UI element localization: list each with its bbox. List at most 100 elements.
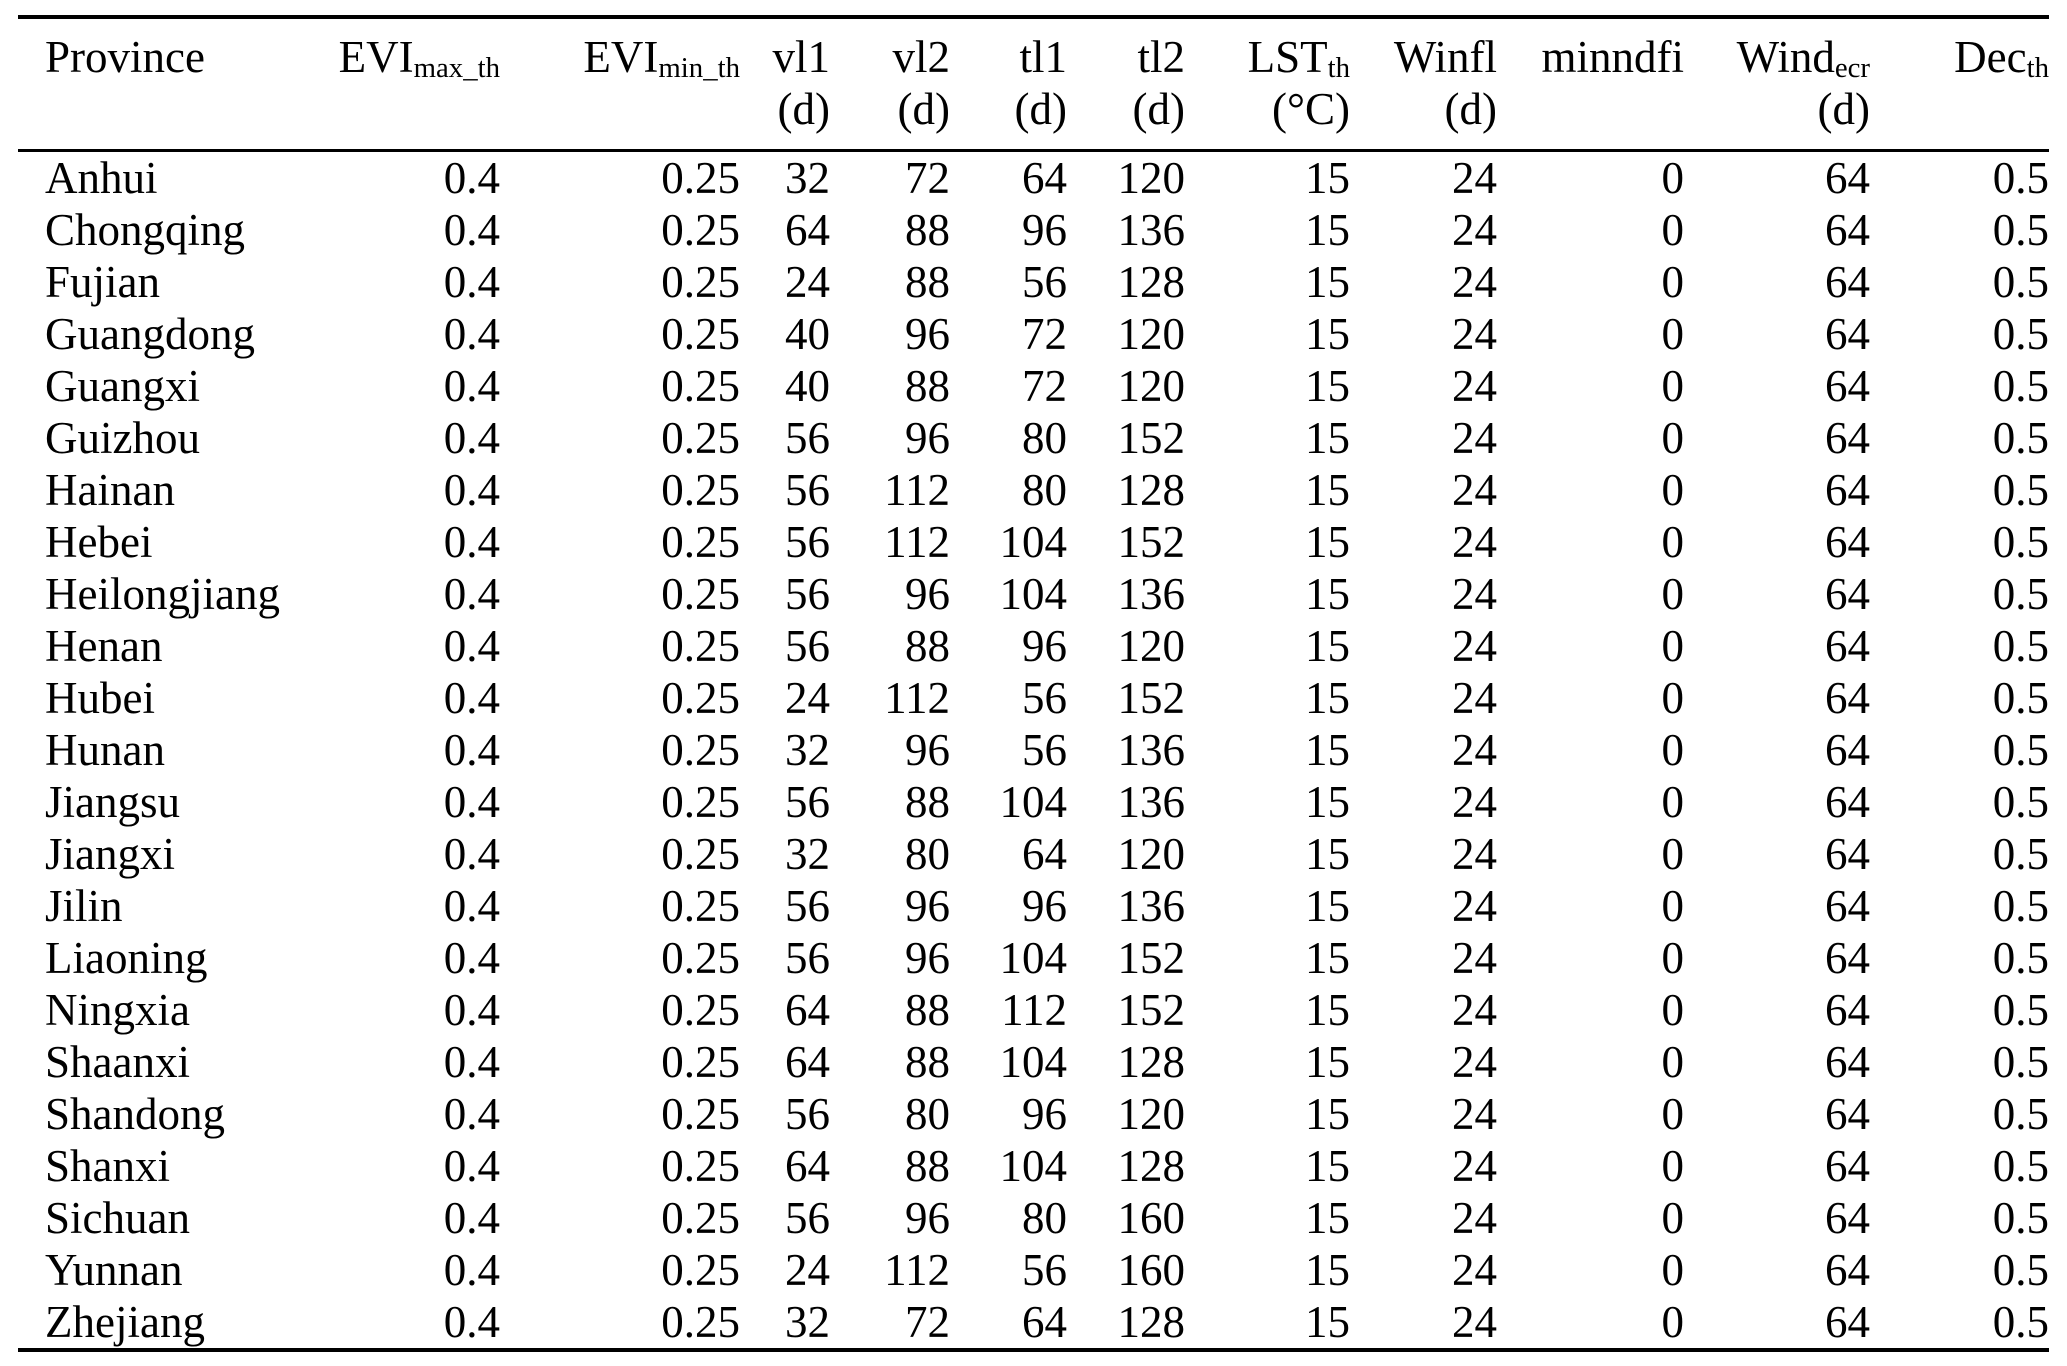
value-cell: 152 <box>1117 517 1186 567</box>
value-cell: 40 <box>785 309 830 359</box>
value-cell: 15 <box>1305 361 1350 411</box>
value-cell: 88 <box>905 985 950 1035</box>
value-cell: 0.25 <box>661 1141 740 1191</box>
value-cell: 0.4 <box>443 1193 500 1243</box>
value-cell: 24 <box>1452 257 1497 307</box>
value-cell: 0.5 <box>1992 1141 2049 1191</box>
value-cell: 0.25 <box>661 829 740 879</box>
value-cell: 24 <box>1452 725 1497 775</box>
value-cell: 0.25 <box>661 1297 740 1347</box>
column-header-label: Province <box>45 32 205 82</box>
value-cell: 88 <box>905 205 950 255</box>
table-row: Jiangsu 0.4 0.25 56 88 104 136 15 24 0 64 0.5 <box>18 776 2049 828</box>
value-cell: 0.25 <box>661 725 740 775</box>
column-header-evi-min-th: EVImin_th <box>500 17 740 151</box>
value-cell: 160 <box>1117 1193 1186 1243</box>
province-cell: Shaanxi <box>45 1037 190 1087</box>
value-cell: 24 <box>1452 621 1497 671</box>
value-cell: 56 <box>785 465 830 515</box>
value-cell: 15 <box>1305 1193 1350 1243</box>
value-cell: 0.4 <box>443 621 500 671</box>
column-header-subscript: min_th <box>658 52 740 85</box>
value-cell: 0 <box>1661 1245 1685 1295</box>
value-cell: 0.25 <box>661 1089 740 1139</box>
value-cell: 0.25 <box>661 465 740 515</box>
value-cell: 15 <box>1305 985 1350 1035</box>
value-cell: 0.4 <box>443 1245 500 1295</box>
value-cell: 0.25 <box>661 569 740 619</box>
value-cell: 64 <box>1825 985 1870 1035</box>
value-cell: 0.4 <box>443 933 500 983</box>
value-cell: 0.5 <box>1992 413 2049 463</box>
value-cell: 64 <box>1825 621 1870 671</box>
value-cell: 24 <box>1452 673 1497 723</box>
value-cell: 15 <box>1305 777 1350 827</box>
value-cell: 104 <box>999 933 1068 983</box>
value-cell: 112 <box>884 465 950 515</box>
table-row: Heilongjiang 0.4 0.25 56 96 104 136 15 24 0 64 0.5 <box>18 568 2049 620</box>
value-cell: 0 <box>1661 829 1685 879</box>
value-cell: 24 <box>1452 985 1497 1035</box>
value-cell: 96 <box>1022 205 1067 255</box>
value-cell: 0.4 <box>443 985 500 1035</box>
value-cell: 88 <box>905 1141 950 1191</box>
column-header-subscript: th <box>1327 52 1350 85</box>
value-cell: 0.25 <box>661 621 740 671</box>
table-row: Jilin 0.4 0.25 56 96 96 136 15 24 0 64 0.5 <box>18 880 2049 932</box>
value-cell: 0 <box>1661 725 1685 775</box>
value-cell: 0.4 <box>443 829 500 879</box>
value-cell: 15 <box>1305 673 1350 723</box>
value-cell: 0.5 <box>1992 465 2049 515</box>
table-row: Guangxi 0.4 0.25 40 88 72 120 15 24 0 64 0.5 <box>18 360 2049 412</box>
table-row: Hebei 0.4 0.25 56 112 104 152 15 24 0 64 0.5 <box>18 516 2049 568</box>
value-cell: 15 <box>1305 465 1350 515</box>
value-cell: 56 <box>1022 1245 1067 1295</box>
value-cell: 56 <box>785 777 830 827</box>
value-cell: 80 <box>1022 465 1067 515</box>
province-cell: Jiangsu <box>45 777 180 827</box>
column-header-minndfi: minndfi <box>1497 17 1685 151</box>
value-cell: 0.5 <box>1992 673 2049 723</box>
value-cell: 0.5 <box>1992 829 2049 879</box>
value-cell: 128 <box>1117 1297 1186 1347</box>
value-cell: 15 <box>1305 1245 1350 1295</box>
value-cell: 136 <box>1117 777 1186 827</box>
province-cell: Guizhou <box>45 413 200 463</box>
province-cell: Shandong <box>45 1089 225 1139</box>
value-cell: 64 <box>785 1141 830 1191</box>
value-cell: 24 <box>1452 205 1497 255</box>
value-cell: 128 <box>1117 1037 1186 1087</box>
value-cell: 0.5 <box>1992 1089 2049 1139</box>
province-cell: Zhejiang <box>45 1297 205 1347</box>
value-cell: 15 <box>1305 725 1350 775</box>
value-cell: 0.5 <box>1992 881 2049 931</box>
value-cell: 56 <box>785 621 830 671</box>
value-cell: 0 <box>1661 621 1685 671</box>
value-cell: 0.5 <box>1992 569 2049 619</box>
value-cell: 0 <box>1661 1089 1685 1139</box>
column-header-wind-ecr: Windecr (d) <box>1684 17 1870 151</box>
value-cell: 24 <box>1452 1245 1497 1295</box>
value-cell: 120 <box>1117 621 1186 671</box>
value-cell: 104 <box>999 777 1068 827</box>
value-cell: 24 <box>1452 881 1497 931</box>
value-cell: 0.5 <box>1992 1037 2049 1087</box>
province-cell: Ningxia <box>45 985 190 1035</box>
column-header-lst-th: LSTth (°C) <box>1185 17 1350 151</box>
value-cell: 96 <box>905 569 950 619</box>
value-cell: 0 <box>1661 569 1685 619</box>
value-cell: 96 <box>905 309 950 359</box>
value-cell: 80 <box>1022 413 1067 463</box>
value-cell: 0.5 <box>1992 1193 2049 1243</box>
value-cell: 0.4 <box>443 1141 500 1191</box>
value-cell: 24 <box>785 257 830 307</box>
value-cell: 24 <box>1452 829 1497 879</box>
column-header-tl1: tl1 (d) <box>950 17 1067 151</box>
value-cell: 56 <box>785 933 830 983</box>
value-cell: 0.25 <box>661 673 740 723</box>
value-cell: 0 <box>1661 1297 1685 1347</box>
province-cell: Guangdong <box>45 309 255 359</box>
value-cell: 0.25 <box>661 1193 740 1243</box>
column-header-label: Winfl <box>1393 32 1497 82</box>
value-cell: 0.5 <box>1992 725 2049 775</box>
